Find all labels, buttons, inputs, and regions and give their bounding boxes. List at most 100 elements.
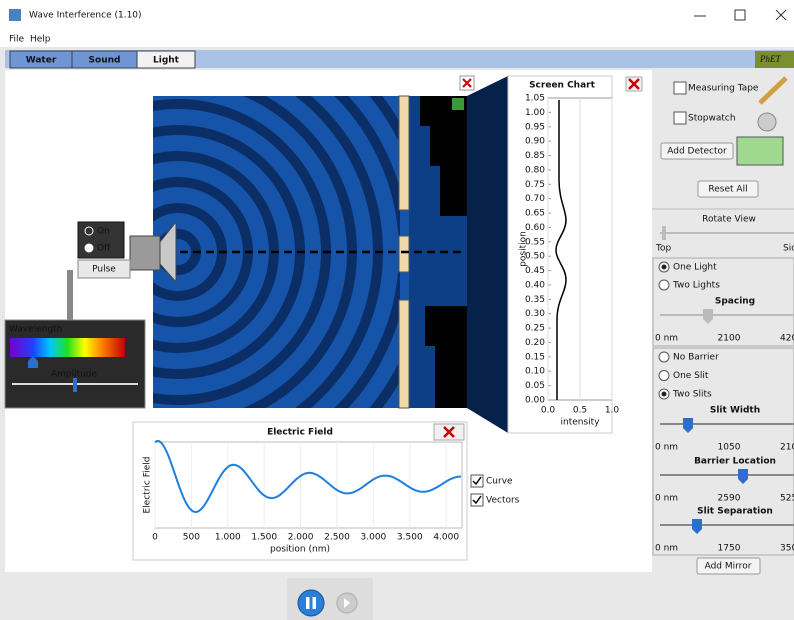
tab-label: Water (26, 56, 57, 66)
y-tick-label: 0.35 (525, 295, 545, 305)
x-tick-label: 3.500 (397, 533, 423, 543)
y-tick-label: 0.15 (525, 352, 545, 362)
slider-end-label: Side (783, 244, 794, 254)
slider-thumb[interactable] (662, 226, 666, 240)
y-tick-label: 0.65 (525, 209, 545, 219)
slider-min: 0 nm (655, 443, 678, 453)
x-tick-label: 0.0 (541, 406, 556, 416)
x-tick-label: 2.500 (324, 533, 350, 543)
expand-button[interactable] (452, 98, 464, 110)
pause-bar (313, 597, 317, 609)
slider-max: 5250 (780, 494, 794, 504)
shadow (435, 346, 467, 408)
radio[interactable] (659, 352, 669, 362)
checkbox[interactable] (471, 494, 483, 506)
radio-label: One Slit (673, 371, 709, 381)
pulse-label: Pulse (92, 265, 116, 275)
button-label: Reset All (708, 185, 747, 195)
menu-item[interactable]: File (9, 35, 25, 45)
pause-button[interactable] (298, 590, 324, 616)
tab-label: Sound (89, 56, 121, 66)
radio[interactable] (659, 280, 669, 290)
slider-min: 0 nm (655, 494, 678, 504)
app-icon (9, 9, 21, 21)
on-label: On (97, 227, 110, 237)
screen-chart-title: Screen Chart (529, 81, 596, 91)
rotate-view-title: Rotate View (702, 215, 756, 225)
barrier-top (399, 96, 409, 210)
slider-min: 0 nm (655, 334, 678, 344)
x-tick-label: 2.000 (288, 533, 314, 543)
y-tick-label: 0.05 (525, 381, 545, 391)
window-title: Wave Interference (1.10) (29, 11, 142, 21)
y-tick-label: 0.00 (525, 396, 545, 406)
stopwatch-icon (758, 113, 776, 131)
barrier-bottom (399, 300, 409, 408)
screen-projection (467, 76, 508, 433)
radio-label: One Light (673, 263, 717, 273)
radio-off[interactable] (85, 244, 93, 252)
pause-bar (306, 597, 310, 609)
spectrum (10, 338, 125, 357)
y-tick-label: 0.85 (525, 151, 545, 161)
slider-max: 2100 (780, 443, 794, 453)
shadow (440, 166, 467, 216)
slider-title: Slit Separation (697, 507, 773, 517)
y-tick-label: 0.25 (525, 324, 545, 334)
menu-item[interactable]: Help (30, 35, 51, 45)
lamp-pole (67, 270, 73, 322)
y-tick-label: 0.40 (525, 280, 545, 290)
radio-label: Two Lights (672, 281, 720, 291)
x-tick-label: 3.000 (361, 533, 387, 543)
off-label: Off (97, 244, 111, 254)
y-tick-label: 0.80 (525, 165, 545, 175)
checkbox-label: Curve (486, 477, 513, 487)
radio-on[interactable] (85, 227, 93, 235)
menu-bar (0, 30, 794, 47)
x-tick-label: 1.000 (215, 533, 241, 543)
x-tick-label: 0.5 (573, 406, 587, 416)
radio[interactable] (659, 371, 669, 381)
app-window: Wave Interference (1.10) File Help Water Sou… (0, 0, 794, 620)
y-tick-label: 0.70 (525, 194, 545, 204)
slider-min: 0 nm (655, 544, 678, 554)
checkbox[interactable] (471, 475, 483, 487)
x-axis-label: intensity (560, 418, 600, 428)
slider-end-label: Top (655, 244, 671, 254)
slider-max: 3500 (780, 544, 794, 554)
y-tick-label: 0.75 (525, 180, 545, 190)
wavelength-label: Wavelength (9, 325, 62, 335)
amplitude-thumb[interactable] (73, 378, 77, 392)
checkbox[interactable] (674, 82, 686, 94)
shadow (430, 126, 467, 166)
x-tick-label: 4.000 (433, 533, 459, 543)
slider-title: Barrier Location (694, 457, 776, 467)
y-axis-label: Electric Field (143, 457, 153, 514)
x-axis-label: position (nm) (270, 545, 330, 555)
efield-title: Electric Field (267, 428, 333, 438)
checkbox-label: Vectors (486, 496, 520, 506)
checkbox[interactable] (674, 112, 686, 124)
phet-logo: PhET (759, 54, 781, 64)
slider-mid: 1750 (718, 544, 741, 554)
x-tick-label: 500 (183, 533, 200, 543)
y-tick-label: 0.20 (525, 338, 545, 348)
detector-icon (737, 137, 783, 165)
x-tick-label: 1.500 (251, 533, 277, 543)
button-label: Add Mirror (705, 562, 752, 572)
efield-plot (155, 442, 462, 528)
x-tick-label: 0 (152, 533, 158, 543)
barrier-mid (399, 236, 409, 272)
y-tick-label: 1.05 (525, 94, 545, 104)
button-label: Add Detector (667, 147, 727, 157)
shadow (425, 306, 467, 346)
radio-label: Two Slits (672, 390, 712, 400)
slider-title: Slit Width (710, 406, 760, 416)
radio-dot (662, 392, 667, 397)
slider-max: 4200 (780, 334, 794, 344)
slider-mid: 2590 (718, 494, 741, 504)
slider-mid: 2100 (718, 334, 741, 344)
y-tick-label: 0.95 (525, 122, 545, 132)
y-tick-label: 0.90 (525, 137, 545, 147)
slider-title: Spacing (715, 297, 755, 307)
